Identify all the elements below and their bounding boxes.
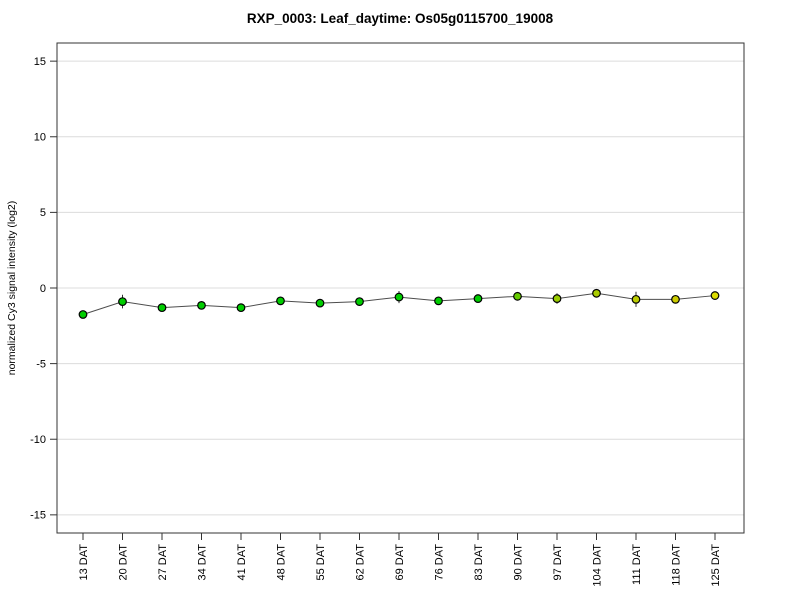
data-point xyxy=(394,292,404,302)
data-point xyxy=(671,294,680,304)
y-tick-label: 5 xyxy=(40,207,46,219)
data-point xyxy=(355,297,364,307)
x-tick-label: 20 DAT xyxy=(118,544,130,581)
x-tick-label: 13 DAT xyxy=(78,544,90,581)
y-tick-label: -10 xyxy=(30,434,46,446)
data-point xyxy=(197,300,206,310)
axes: 15 10 5 0 -5 -10 -15 13 DAT 20 DAT 27 DAT 34 DAT 41… xyxy=(30,42,745,587)
x-tick-label: 83 DAT xyxy=(473,544,485,581)
x-tick-label: 104 DAT xyxy=(592,544,604,587)
data-point xyxy=(552,294,562,303)
chart-title: RXP_0003: Leaf_daytime: Os05g0115700_190… xyxy=(247,11,554,26)
data-point xyxy=(315,298,325,308)
x-tick-label: 90 DAT xyxy=(513,544,525,581)
x-tick-label: 111 DAT xyxy=(631,544,643,585)
x-tick-label: 69 DAT xyxy=(394,544,406,581)
data-point xyxy=(78,310,88,319)
x-tick-label: 55 DAT xyxy=(315,544,327,581)
y-tick-label: -15 xyxy=(30,510,46,522)
x-tick-label: 27 DAT xyxy=(157,544,169,581)
y-tick-label: -5 xyxy=(36,358,46,370)
gridlines xyxy=(57,60,744,516)
x-tick-label: 62 DAT xyxy=(355,544,367,581)
x-tick-label: 125 DAT xyxy=(710,544,722,587)
data-point xyxy=(118,297,127,307)
data-point xyxy=(592,288,601,298)
data-point xyxy=(473,294,483,303)
y-axis-title: normalized Cy3 signal intensity (log2) xyxy=(6,201,18,376)
x-tick-label: 48 DAT xyxy=(276,544,288,581)
data-point xyxy=(631,294,641,304)
y-tick-label: 10 xyxy=(34,132,46,144)
plot-area xyxy=(78,288,720,319)
data-point xyxy=(434,296,443,306)
x-tick-label: 41 DAT xyxy=(236,544,248,581)
data-point xyxy=(236,303,246,313)
data-point xyxy=(157,303,167,313)
x-tick-label: 97 DAT xyxy=(552,544,564,581)
x-tick-label: 76 DAT xyxy=(434,544,446,581)
data-point xyxy=(710,291,720,300)
data-point xyxy=(513,291,522,301)
x-tick-label: 118 DAT xyxy=(671,544,683,586)
y-tick-label: 0 xyxy=(40,283,46,295)
y-tick-label: 15 xyxy=(34,56,46,68)
x-tick-label: 34 DAT xyxy=(197,544,209,581)
data-point xyxy=(276,296,285,306)
